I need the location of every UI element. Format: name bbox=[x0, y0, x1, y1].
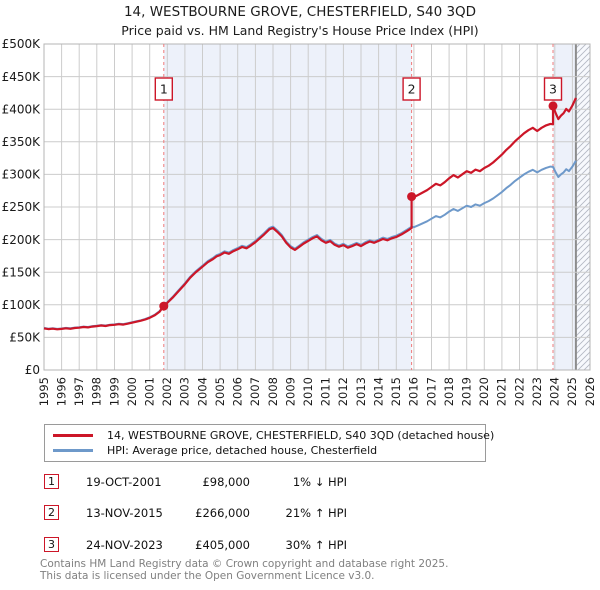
sale-date: 13-NOV-2015 bbox=[86, 506, 163, 520]
svg-text:2025: 2025 bbox=[565, 377, 579, 406]
chart-title: 14, WESTBOURNE GROVE, CHESTERFIELD, S40 … bbox=[123, 4, 477, 20]
sale-price: £266,000 bbox=[195, 506, 250, 520]
plot-border bbox=[43, 43, 591, 371]
svg-text:£200K: £200K bbox=[2, 233, 42, 247]
svg-text:2014: 2014 bbox=[371, 377, 385, 406]
chart-subtitle: Price paid vs. HM Land Registry's House … bbox=[121, 23, 479, 38]
svg-text:2003: 2003 bbox=[178, 377, 192, 406]
svg-text:£300K: £300K bbox=[2, 168, 42, 182]
svg-text:2008: 2008 bbox=[266, 377, 280, 406]
svg-text:£250K: £250K bbox=[2, 200, 42, 214]
svg-text:2017: 2017 bbox=[424, 377, 438, 406]
price-chart: 1 2 3£0£50K£100K£150K£200K£250K£300K£350K£… bbox=[2, 37, 597, 406]
hpi-line-label: HPI: Average price, detached house, Ches… bbox=[107, 444, 378, 457]
sale-vs-hpi: 21% ↑ HPI bbox=[285, 506, 347, 520]
price-line bbox=[43, 97, 577, 331]
svg-text:2000: 2000 bbox=[125, 377, 139, 406]
sale-marker-box bbox=[154, 77, 174, 101]
sale-marker-number: 1 bbox=[160, 82, 168, 97]
svg-text:£0: £0 bbox=[25, 363, 40, 377]
sale-number-badge: 1 bbox=[44, 474, 59, 489]
svg-text:£50K: £50K bbox=[9, 331, 41, 345]
sale-marker-dot bbox=[548, 101, 558, 111]
svg-text:£500K: £500K bbox=[2, 37, 42, 51]
svg-text:£450K: £450K bbox=[2, 70, 42, 84]
svg-text:1997: 1997 bbox=[72, 377, 86, 406]
svg-text:2016: 2016 bbox=[407, 377, 421, 406]
sale-marker-box bbox=[402, 77, 421, 101]
sale-markers: 1 2 3 bbox=[154, 77, 563, 311]
sale-vs-hpi: 1% ↓ HPI bbox=[292, 475, 347, 489]
sale-marker-number: 3 bbox=[549, 82, 557, 97]
sale-vs-hpi: 30% ↑ HPI bbox=[285, 538, 347, 552]
table-row: 1 19-OCT-2001 £98,000 1% ↓ HPI bbox=[0, 474, 600, 490]
svg-text:2009: 2009 bbox=[283, 377, 297, 406]
sale-marker-dot bbox=[407, 192, 417, 202]
sale-marker-number: 2 bbox=[408, 82, 416, 97]
sale-number-badge: 2 bbox=[44, 505, 59, 520]
sale-date: 19-OCT-2001 bbox=[86, 475, 162, 489]
legend-row-hpi: HPI: Average price, detached house, Ches… bbox=[53, 443, 477, 458]
sale-price: £405,000 bbox=[195, 538, 250, 552]
svg-text:2015: 2015 bbox=[389, 377, 403, 406]
svg-text:2018: 2018 bbox=[442, 377, 456, 406]
sale-date: 24-NOV-2023 bbox=[86, 538, 163, 552]
svg-text:2021: 2021 bbox=[495, 377, 509, 406]
svg-text:2012: 2012 bbox=[336, 377, 350, 406]
svg-text:£150K: £150K bbox=[2, 265, 42, 279]
svg-text:1996: 1996 bbox=[54, 377, 68, 406]
price-line-label: 14, WESTBOURNE GROVE, CHESTERFIELD, S40 … bbox=[107, 429, 495, 442]
y-axis-labels: £0 £50K £100K £150K £200K £250K £300K £350K £400… bbox=[2, 37, 42, 377]
legend-row-price: 14, WESTBOURNE GROVE, CHESTERFIELD, S40 … bbox=[53, 428, 494, 443]
svg-text:£100K: £100K bbox=[2, 298, 42, 312]
svg-text:2001: 2001 bbox=[143, 377, 157, 406]
svg-text:2006: 2006 bbox=[231, 377, 245, 406]
svg-text:1999: 1999 bbox=[107, 377, 121, 406]
hpi-line-swatch bbox=[53, 449, 93, 452]
svg-text:2019: 2019 bbox=[460, 377, 474, 406]
sale-marker-dot bbox=[159, 301, 169, 311]
sale-marker-box bbox=[543, 77, 563, 101]
svg-text:2010: 2010 bbox=[301, 377, 315, 406]
svg-text:2005: 2005 bbox=[213, 377, 227, 406]
sale-number-badge: 3 bbox=[44, 537, 59, 552]
svg-text:2022: 2022 bbox=[512, 377, 526, 406]
svg-text:1995: 1995 bbox=[37, 377, 51, 406]
x-axis-labels: 1995 1996 1997 1998 1999 2000 2001 2002 2003 2004… bbox=[37, 377, 597, 406]
svg-text:2026: 2026 bbox=[583, 377, 597, 406]
license-line-1: Contains HM Land Registry data © Crown c… bbox=[40, 558, 449, 570]
table-row: 3 24-NOV-2023 £405,000 30% ↑ HPI bbox=[0, 537, 600, 553]
table-row: 2 13-NOV-2015 £266,000 21% ↑ HPI bbox=[0, 505, 600, 521]
svg-text:£400K: £400K bbox=[2, 102, 42, 116]
svg-text:2007: 2007 bbox=[248, 377, 262, 406]
svg-text:2023: 2023 bbox=[530, 377, 544, 406]
license-line-2: This data is licensed under the Open Gov… bbox=[40, 570, 375, 582]
svg-text:2004: 2004 bbox=[195, 377, 209, 406]
svg-text:£350K: £350K bbox=[2, 135, 42, 149]
price-line-swatch bbox=[53, 434, 93, 437]
svg-text:2024: 2024 bbox=[548, 377, 562, 406]
legend: 14, WESTBOURNE GROVE, CHESTERFIELD, S40 … bbox=[44, 424, 494, 462]
sale-price: £98,000 bbox=[202, 475, 250, 489]
svg-text:2013: 2013 bbox=[354, 377, 368, 406]
svg-text:2002: 2002 bbox=[160, 377, 174, 406]
svg-text:2020: 2020 bbox=[477, 377, 491, 406]
svg-text:2011: 2011 bbox=[319, 377, 333, 406]
svg-text:1998: 1998 bbox=[90, 377, 104, 406]
